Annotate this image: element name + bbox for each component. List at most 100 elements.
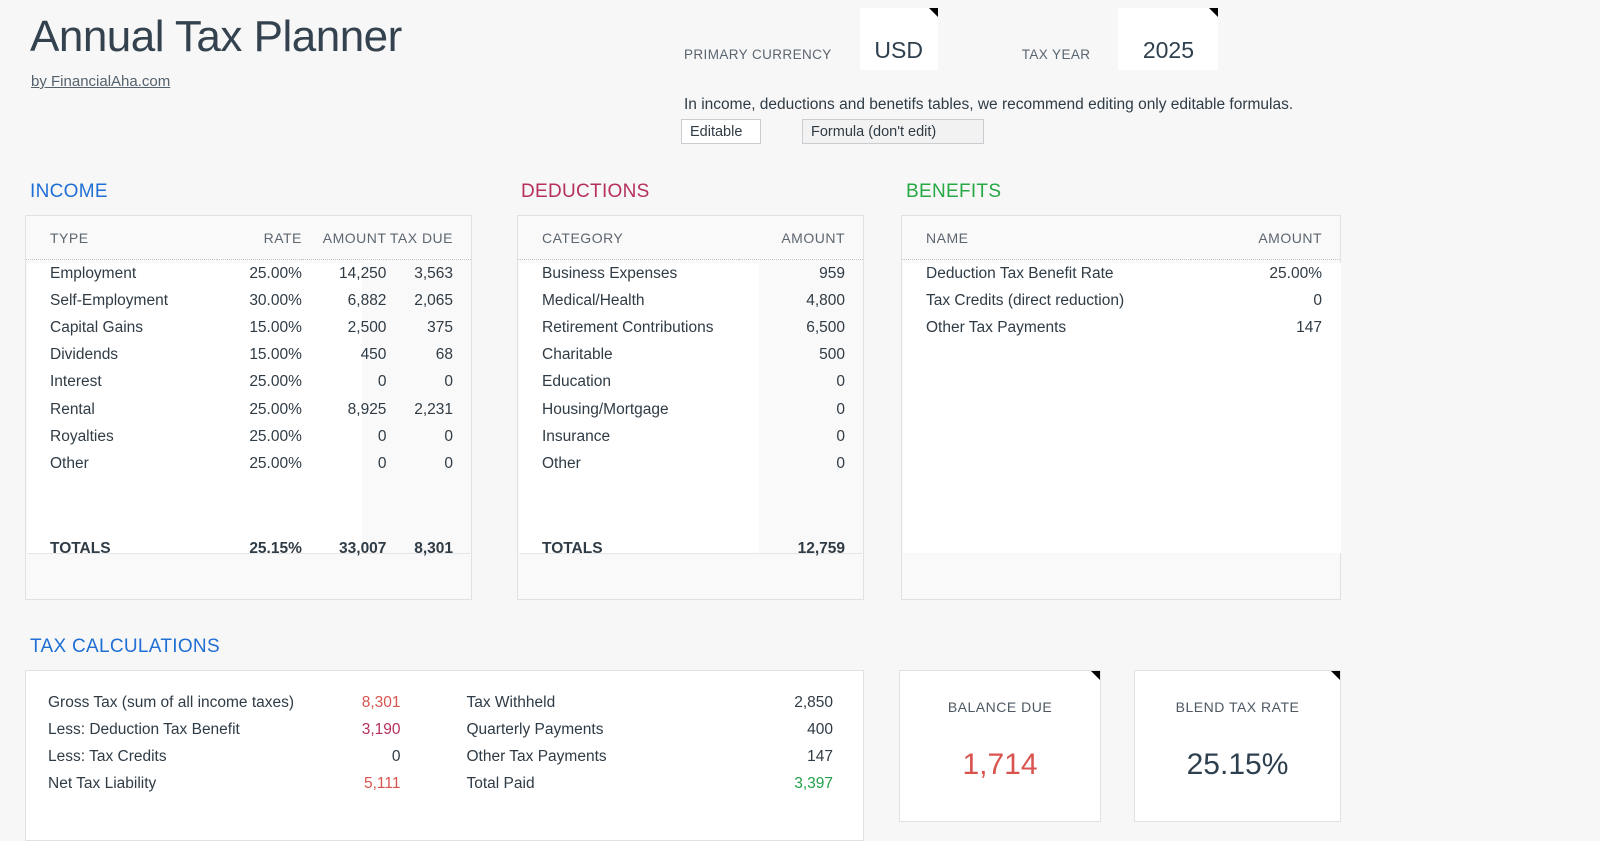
- legend-formula: Formula (don't edit): [802, 119, 984, 144]
- deductions-cell-amount[interactable]: 0: [836, 427, 845, 445]
- table-row[interactable]: Business Expenses 959: [518, 260, 863, 288]
- income-cell-amount[interactable]: 6,882: [347, 291, 387, 309]
- benefits-col-amount: AMOUNT: [1191, 216, 1340, 260]
- table-row[interactable]: Self-Employment 30.00% 6,882 2,065: [26, 287, 471, 314]
- deductions-table: CATEGORY AMOUNT Business Expenses 959 Medi…: [518, 216, 863, 563]
- benefits-editable-zone: [903, 263, 1341, 553]
- blend-tax-rate-label: BLEND TAX RATE: [1175, 699, 1300, 715]
- deductions-cell-amount[interactable]: 6,500: [806, 318, 845, 336]
- deductions-cell-category[interactable]: Insurance: [542, 427, 611, 445]
- deductions-cell-category[interactable]: Charitable: [542, 346, 613, 364]
- deductions-cell-category[interactable]: Business Expenses: [542, 264, 678, 282]
- benefits-cell-amount[interactable]: 147: [1296, 318, 1322, 336]
- header-controls: PRIMARY CURRENCY USD TAX YEAR 2025: [684, 8, 1219, 70]
- deductions-cell-category[interactable]: Housing/Mortgage: [542, 400, 669, 418]
- deductions-cell-category[interactable]: Medical/Health: [542, 291, 645, 309]
- calculation-row: Less: Tax Credits 0: [48, 743, 423, 770]
- calculation-label: Less: Deduction Tax Benefit: [48, 720, 240, 738]
- deductions-totals-row: TOTALS 12,759: [518, 536, 863, 563]
- deductions-card: CATEGORY AMOUNT Business Expenses 959 Medi…: [517, 215, 864, 600]
- income-cell-rate[interactable]: 25.00%: [249, 400, 302, 418]
- income-cell-rate[interactable]: 25.00%: [249, 427, 302, 445]
- income-cell-rate[interactable]: 15.00%: [249, 318, 302, 336]
- income-totals-row: TOTALS 25.15% 33,007 8,301: [26, 536, 471, 563]
- table-row[interactable]: Capital Gains 15.00% 2,500 375: [26, 314, 471, 341]
- deductions-col-category: CATEGORY: [518, 216, 739, 260]
- deductions-cell-category[interactable]: Education: [542, 373, 611, 391]
- benefits-cell-amount[interactable]: 0: [1313, 291, 1322, 309]
- income-cell-taxdue: 0: [444, 454, 453, 472]
- income-totals-label: TOTALS: [50, 540, 111, 558]
- benefits-cell-name[interactable]: Other Tax Payments: [926, 318, 1067, 336]
- income-cell-rate[interactable]: 25.00%: [249, 454, 302, 472]
- income-cell-amount[interactable]: 0: [377, 373, 387, 391]
- income-cell-rate[interactable]: 30.00%: [249, 291, 302, 309]
- section-heading-deductions: DEDUCTIONS: [521, 181, 650, 202]
- benefits-cell-amount[interactable]: 25.00%: [1269, 264, 1322, 282]
- section-heading-benefits: BENEFITS: [906, 181, 1002, 202]
- calculation-row: Tax Withheld 2,850: [467, 689, 842, 716]
- benefits-cell-name[interactable]: Deduction Tax Benefit Rate: [926, 264, 1114, 282]
- table-row[interactable]: Housing/Mortgage 0: [518, 396, 863, 423]
- deductions-totals-divider: [519, 553, 862, 554]
- income-cell-type[interactable]: Interest: [50, 373, 102, 391]
- income-cell-type[interactable]: Dividends: [50, 346, 119, 364]
- income-cell-type[interactable]: Self-Employment: [50, 291, 169, 309]
- income-cell-type[interactable]: Capital Gains: [50, 318, 144, 336]
- table-row[interactable]: Royalties 25.00% 0 0: [26, 423, 471, 450]
- deductions-cell-amount[interactable]: 0: [836, 454, 845, 472]
- tax-year-label: TAX YEAR: [1021, 46, 1091, 62]
- income-cell-type[interactable]: Rental: [50, 400, 95, 418]
- page-title: Annual Tax Planner: [30, 12, 402, 61]
- deductions-cell-category[interactable]: Retirement Contributions: [542, 318, 714, 336]
- page-header: Annual Tax Planner by FinancialAha.com P…: [0, 0, 1600, 170]
- income-cell-type[interactable]: Employment: [50, 264, 137, 282]
- table-row[interactable]: Medical/Health 4,800: [518, 287, 863, 314]
- calculation-label: Tax Withheld: [466, 693, 556, 711]
- deductions-cell-amount[interactable]: 0: [836, 373, 845, 391]
- calculation-value: 5,111: [364, 775, 401, 793]
- income-cell-rate[interactable]: 25.00%: [249, 264, 302, 282]
- deductions-cell-amount[interactable]: 0: [836, 400, 845, 418]
- table-row[interactable]: Other 0: [518, 450, 863, 477]
- calculation-row: Net Tax Liability 5,111: [48, 771, 423, 798]
- benefits-table-body: Deduction Tax Benefit Rate 25.00% Tax Cred…: [902, 260, 1340, 342]
- deductions-cell-amount[interactable]: 4,800: [806, 291, 845, 309]
- table-row[interactable]: Insurance 0: [518, 423, 863, 450]
- income-cell-amount[interactable]: 0: [377, 454, 387, 472]
- deductions-cell-amount[interactable]: 500: [819, 346, 845, 364]
- income-cell-type[interactable]: Royalties: [50, 427, 114, 445]
- deductions-cell-category[interactable]: Other: [542, 454, 581, 472]
- table-row[interactable]: Interest 25.00% 0 0: [26, 369, 471, 396]
- income-cell-amount[interactable]: 8,925: [347, 400, 387, 418]
- primary-currency-input[interactable]: USD: [859, 8, 938, 70]
- primary-currency-value: USD: [874, 37, 923, 63]
- table-row[interactable]: Education 0: [518, 369, 863, 396]
- income-cell-amount[interactable]: 450: [360, 346, 387, 364]
- benefits-cell-name[interactable]: Tax Credits (direct reduction): [926, 291, 1125, 309]
- income-cell-amount[interactable]: 0: [377, 427, 387, 445]
- income-cell-amount[interactable]: 2,500: [347, 318, 387, 336]
- byline-link[interactable]: by FinancialAha.com: [31, 73, 171, 90]
- table-row[interactable]: Deduction Tax Benefit Rate 25.00%: [902, 260, 1340, 288]
- table-row[interactable]: Other 25.00% 0 0: [26, 450, 471, 477]
- deductions-editable-zone: [519, 263, 759, 553]
- table-row[interactable]: Tax Credits (direct reduction) 0: [902, 287, 1340, 314]
- calculation-value: 3,190: [361, 720, 401, 738]
- deductions-cell-amount[interactable]: 959: [819, 264, 845, 282]
- calculation-row: Less: Deduction Tax Benefit 3,190: [48, 716, 423, 743]
- income-cell-type[interactable]: Other: [50, 454, 89, 472]
- blend-tax-rate-card: BLEND TAX RATE 25.15%: [1134, 670, 1341, 822]
- table-row[interactable]: Retirement Contributions 6,500: [518, 314, 863, 341]
- table-row[interactable]: Rental 25.00% 8,925 2,231: [26, 396, 471, 423]
- income-cell-rate[interactable]: 15.00%: [249, 346, 302, 364]
- tax-year-input[interactable]: 2025: [1118, 8, 1219, 70]
- calculation-value: 147: [807, 747, 833, 765]
- table-row[interactable]: Charitable 500: [518, 342, 863, 369]
- table-row[interactable]: Other Tax Payments 147: [902, 314, 1340, 341]
- table-row[interactable]: Dividends 15.00% 450 68: [26, 342, 471, 369]
- table-row[interactable]: Employment 25.00% 14,250 3,563: [26, 260, 471, 288]
- calculation-label: Total Paid: [466, 775, 535, 793]
- income-cell-rate[interactable]: 25.00%: [249, 373, 302, 391]
- income-cell-amount[interactable]: 14,250: [339, 264, 387, 282]
